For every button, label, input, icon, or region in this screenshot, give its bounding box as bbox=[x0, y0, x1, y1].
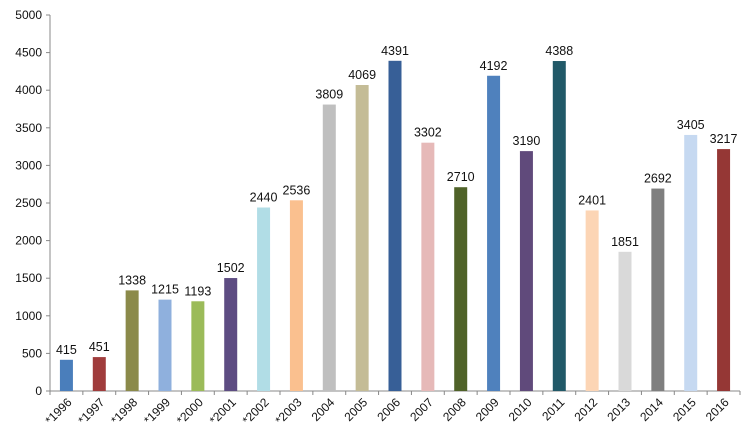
y-tick-label: 0 bbox=[35, 384, 42, 398]
data-label: 4192 bbox=[480, 59, 508, 73]
x-tick-label: 2004 bbox=[309, 395, 338, 424]
data-label: 1215 bbox=[151, 283, 179, 297]
bar bbox=[585, 210, 599, 391]
bars-group bbox=[59, 60, 731, 391]
bar bbox=[651, 188, 665, 391]
data-label: 3405 bbox=[677, 118, 705, 132]
data-label: 1338 bbox=[118, 273, 146, 287]
x-tick-label: *2001 bbox=[207, 395, 239, 427]
x-tick-label: 2015 bbox=[670, 395, 699, 424]
x-tick-label: *1999 bbox=[141, 395, 173, 427]
x-tick-label: 2010 bbox=[506, 395, 535, 424]
data-label: 4388 bbox=[545, 44, 573, 58]
y-axis-ticks: 0 500 1000 1500 2000 2500 3000 3500 4000 4500 5000 bbox=[15, 8, 50, 398]
bar bbox=[125, 290, 139, 391]
bar bbox=[388, 60, 402, 391]
bar bbox=[322, 104, 336, 391]
data-label: 2692 bbox=[644, 172, 672, 186]
bar bbox=[257, 207, 271, 391]
bar bbox=[454, 187, 468, 391]
bar bbox=[224, 278, 238, 391]
y-tick-label: 4000 bbox=[15, 83, 42, 97]
x-tick-label: 2016 bbox=[703, 395, 732, 424]
bar bbox=[158, 299, 172, 391]
data-label: 1193 bbox=[184, 284, 211, 298]
bar bbox=[289, 200, 303, 391]
data-label: 3809 bbox=[315, 88, 343, 102]
bar bbox=[519, 151, 533, 391]
bar bbox=[618, 251, 632, 391]
bar bbox=[92, 357, 106, 391]
data-label: 4069 bbox=[348, 68, 376, 82]
bar bbox=[355, 85, 369, 391]
x-tick-label: 2007 bbox=[407, 395, 436, 424]
x-tick-label: 2011 bbox=[539, 395, 567, 423]
y-tick-label: 3000 bbox=[15, 158, 42, 172]
bar bbox=[59, 359, 73, 391]
bar bbox=[191, 301, 205, 391]
y-tick-label: 4500 bbox=[15, 46, 42, 60]
data-label: 2440 bbox=[250, 191, 278, 205]
bar bbox=[421, 142, 435, 391]
x-axis-ticks: *1996 *1997 *1998 *1999 *2000 *2001 *2002 *2003… bbox=[42, 391, 741, 427]
y-tick-label: 1500 bbox=[15, 271, 42, 285]
x-tick-label: 2009 bbox=[473, 395, 502, 424]
data-label: 3217 bbox=[710, 132, 738, 146]
data-label: 1851 bbox=[611, 235, 639, 249]
x-tick-label: 2013 bbox=[604, 395, 633, 424]
y-tick-label: 1000 bbox=[15, 309, 42, 323]
bar bbox=[552, 61, 566, 391]
y-tick-label: 2500 bbox=[15, 196, 42, 210]
data-label: 4391 bbox=[381, 44, 409, 58]
bar bbox=[717, 149, 731, 391]
x-tick-label: *1996 bbox=[42, 395, 74, 427]
x-tick-label: 2012 bbox=[571, 395, 600, 424]
x-tick-label: *1998 bbox=[108, 395, 140, 427]
x-tick-label: *2002 bbox=[240, 395, 272, 427]
data-label: 3302 bbox=[414, 126, 442, 140]
x-tick-label: 2005 bbox=[341, 395, 370, 424]
x-tick-label: *1997 bbox=[75, 395, 107, 427]
bar bbox=[684, 134, 698, 391]
y-tick-label: 500 bbox=[22, 346, 42, 360]
data-label: 1502 bbox=[217, 261, 245, 275]
data-label: 415 bbox=[56, 343, 77, 357]
data-label: 2710 bbox=[447, 170, 475, 184]
data-label: 2536 bbox=[283, 183, 311, 197]
x-tick-label: *2000 bbox=[174, 395, 206, 427]
x-tick-label: 2008 bbox=[440, 395, 469, 424]
x-tick-label: *2003 bbox=[272, 395, 304, 427]
x-tick-label: 2006 bbox=[374, 395, 403, 424]
data-label: 451 bbox=[89, 340, 110, 354]
y-tick-label: 5000 bbox=[15, 8, 42, 22]
bar bbox=[487, 75, 501, 391]
data-label: 3190 bbox=[513, 134, 541, 148]
x-tick-label: 2014 bbox=[637, 395, 666, 424]
y-tick-label: 2000 bbox=[15, 234, 42, 248]
data-label: 2401 bbox=[578, 193, 606, 207]
y-tick-label: 3500 bbox=[15, 121, 42, 135]
data-labels-group: 415 451 1338 1215 1193 1502 2440 2536 3809 4069 43… bbox=[56, 44, 738, 357]
